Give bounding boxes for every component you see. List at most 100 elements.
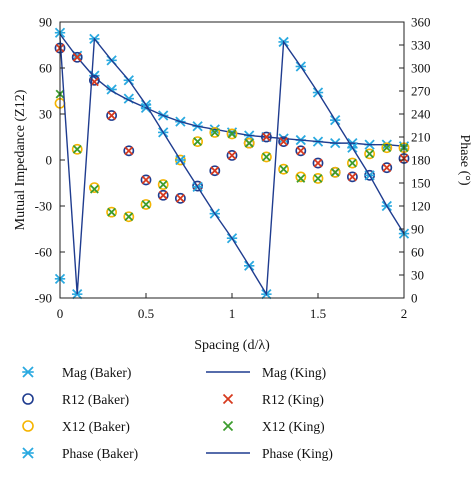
x12-baker-point [209, 126, 221, 138]
x12-baker-point [278, 163, 289, 175]
y-right-tick-label: 360 [411, 15, 431, 30]
y-right-tick-label: 300 [411, 61, 431, 76]
r12-king-point-stroke [72, 52, 82, 62]
r12-king-point [382, 163, 392, 173]
x12-king-point [107, 207, 117, 217]
legend-label: Mag (Baker) [62, 365, 131, 380]
r12-king-point-stroke [279, 137, 289, 147]
r12-baker-point [312, 157, 324, 169]
x-tick-label: 1.5 [310, 306, 326, 321]
r12-baker-point [89, 74, 100, 86]
r12-king-point-stroke [141, 175, 151, 185]
r12-king-point-stroke [210, 166, 220, 176]
legend-item: R12 (King) [222, 392, 324, 407]
r12-king-point-stroke [347, 172, 357, 182]
legend-marker-stroke [222, 393, 234, 405]
legend-marker [22, 420, 34, 432]
phase-king-series-line [59, 37, 405, 297]
x12-king-point-stroke [244, 138, 254, 148]
legend-marker [22, 447, 34, 459]
legend-item: Phase (King) [206, 446, 333, 461]
x12-baker-point [71, 143, 83, 155]
x12-king-point-stroke [124, 212, 134, 222]
y-left-tick-label: 0 [46, 153, 53, 168]
x12-king-point [124, 212, 134, 222]
r12-king-point [72, 52, 82, 62]
legend-item: Mag (Baker) [22, 365, 131, 380]
r12-king-point [296, 146, 306, 156]
legend-marker-stroke [222, 420, 234, 432]
y-right-tick-label: 90 [411, 222, 424, 237]
legend-item: Mag (King) [206, 365, 326, 380]
legend-item: R12 (Baker) [22, 392, 129, 407]
r12-king-point [158, 190, 168, 200]
legend-label: X12 (Baker) [62, 419, 130, 434]
x12-king-point [330, 167, 340, 177]
x12-king-point-stroke [107, 207, 117, 217]
x12-king-point [382, 143, 392, 153]
y-right-tick-label: 210 [411, 130, 431, 145]
r12-baker-point [106, 110, 117, 121]
y-right-tick-label: 60 [411, 245, 424, 260]
x12-king-point [279, 164, 289, 174]
x12-king-point [347, 158, 357, 168]
x-tick-label: 1 [229, 306, 236, 321]
legend-label: X12 (King) [262, 419, 325, 434]
x12-king-point-stroke [141, 200, 151, 209]
x12-baker-point [226, 128, 238, 140]
x12-king-point [158, 180, 168, 189]
r12-baker-point [140, 174, 152, 186]
x12-king-point-stroke [261, 152, 271, 162]
x12-baker-point [106, 206, 117, 218]
x12-king-point [227, 129, 237, 139]
x12-king-point-stroke [210, 127, 220, 137]
x-tick-label: 0.5 [138, 306, 154, 321]
x12-baker-point [243, 137, 255, 149]
r12-king-point [124, 146, 134, 156]
r12-baker-point [157, 189, 169, 201]
r12-king-point [347, 172, 357, 182]
r12-king-point-stroke [158, 190, 168, 200]
x12-king-point-stroke [296, 173, 306, 183]
x12-king-point [141, 200, 151, 209]
legend-label: Mag (King) [262, 365, 326, 380]
x12-king-point [313, 173, 323, 183]
y-right-tick-label: 330 [411, 38, 431, 53]
y-right-tick-label: 240 [411, 107, 431, 122]
x-axis-label: Spacing (d/λ) [194, 338, 270, 353]
r12-king-point-stroke [227, 150, 237, 160]
r12-king-point [107, 111, 117, 120]
x12-king-point-stroke [330, 167, 340, 177]
x12-baker-point [140, 199, 152, 210]
r12-king-point [279, 137, 289, 147]
y-left-tick-label: -30 [35, 199, 52, 214]
y-right-tick-label: 0 [411, 291, 418, 306]
r12-baker-point [209, 165, 221, 177]
r12-baker-point [71, 51, 83, 63]
r12-baker-point [260, 131, 272, 143]
r12-king-point-stroke [107, 111, 117, 120]
x12-king-point-stroke [227, 129, 237, 139]
y-right-tick-label: 270 [411, 84, 431, 99]
r12-baker-point [123, 145, 135, 157]
y-right-tick-label: 180 [411, 153, 431, 168]
r12-baker-point [381, 162, 393, 174]
x12-baker-point [312, 172, 324, 184]
r12-king-point-stroke [175, 193, 185, 203]
x12-king-point-stroke [193, 137, 203, 147]
y-left-tick-label: 90 [39, 15, 52, 30]
x12-king-point-stroke [89, 184, 99, 194]
y-left-axis-label: Mutual Impedance (Z12) [13, 89, 28, 230]
legend-item: Phase (Baker) [22, 446, 138, 461]
y-left-tick-label: 60 [39, 61, 52, 76]
r12-baker-point [295, 145, 307, 157]
x12-king-point [210, 127, 220, 137]
r12-king-point-stroke [382, 163, 392, 173]
x12-baker-point [295, 171, 307, 183]
r12-king-point [227, 150, 237, 160]
r12-baker-point [346, 171, 358, 183]
legend-item: X12 (Baker) [22, 419, 130, 434]
r12-king-point-stroke [296, 146, 306, 156]
legend-label: R12 (King) [262, 392, 324, 407]
x12-king-point-stroke [347, 158, 357, 168]
